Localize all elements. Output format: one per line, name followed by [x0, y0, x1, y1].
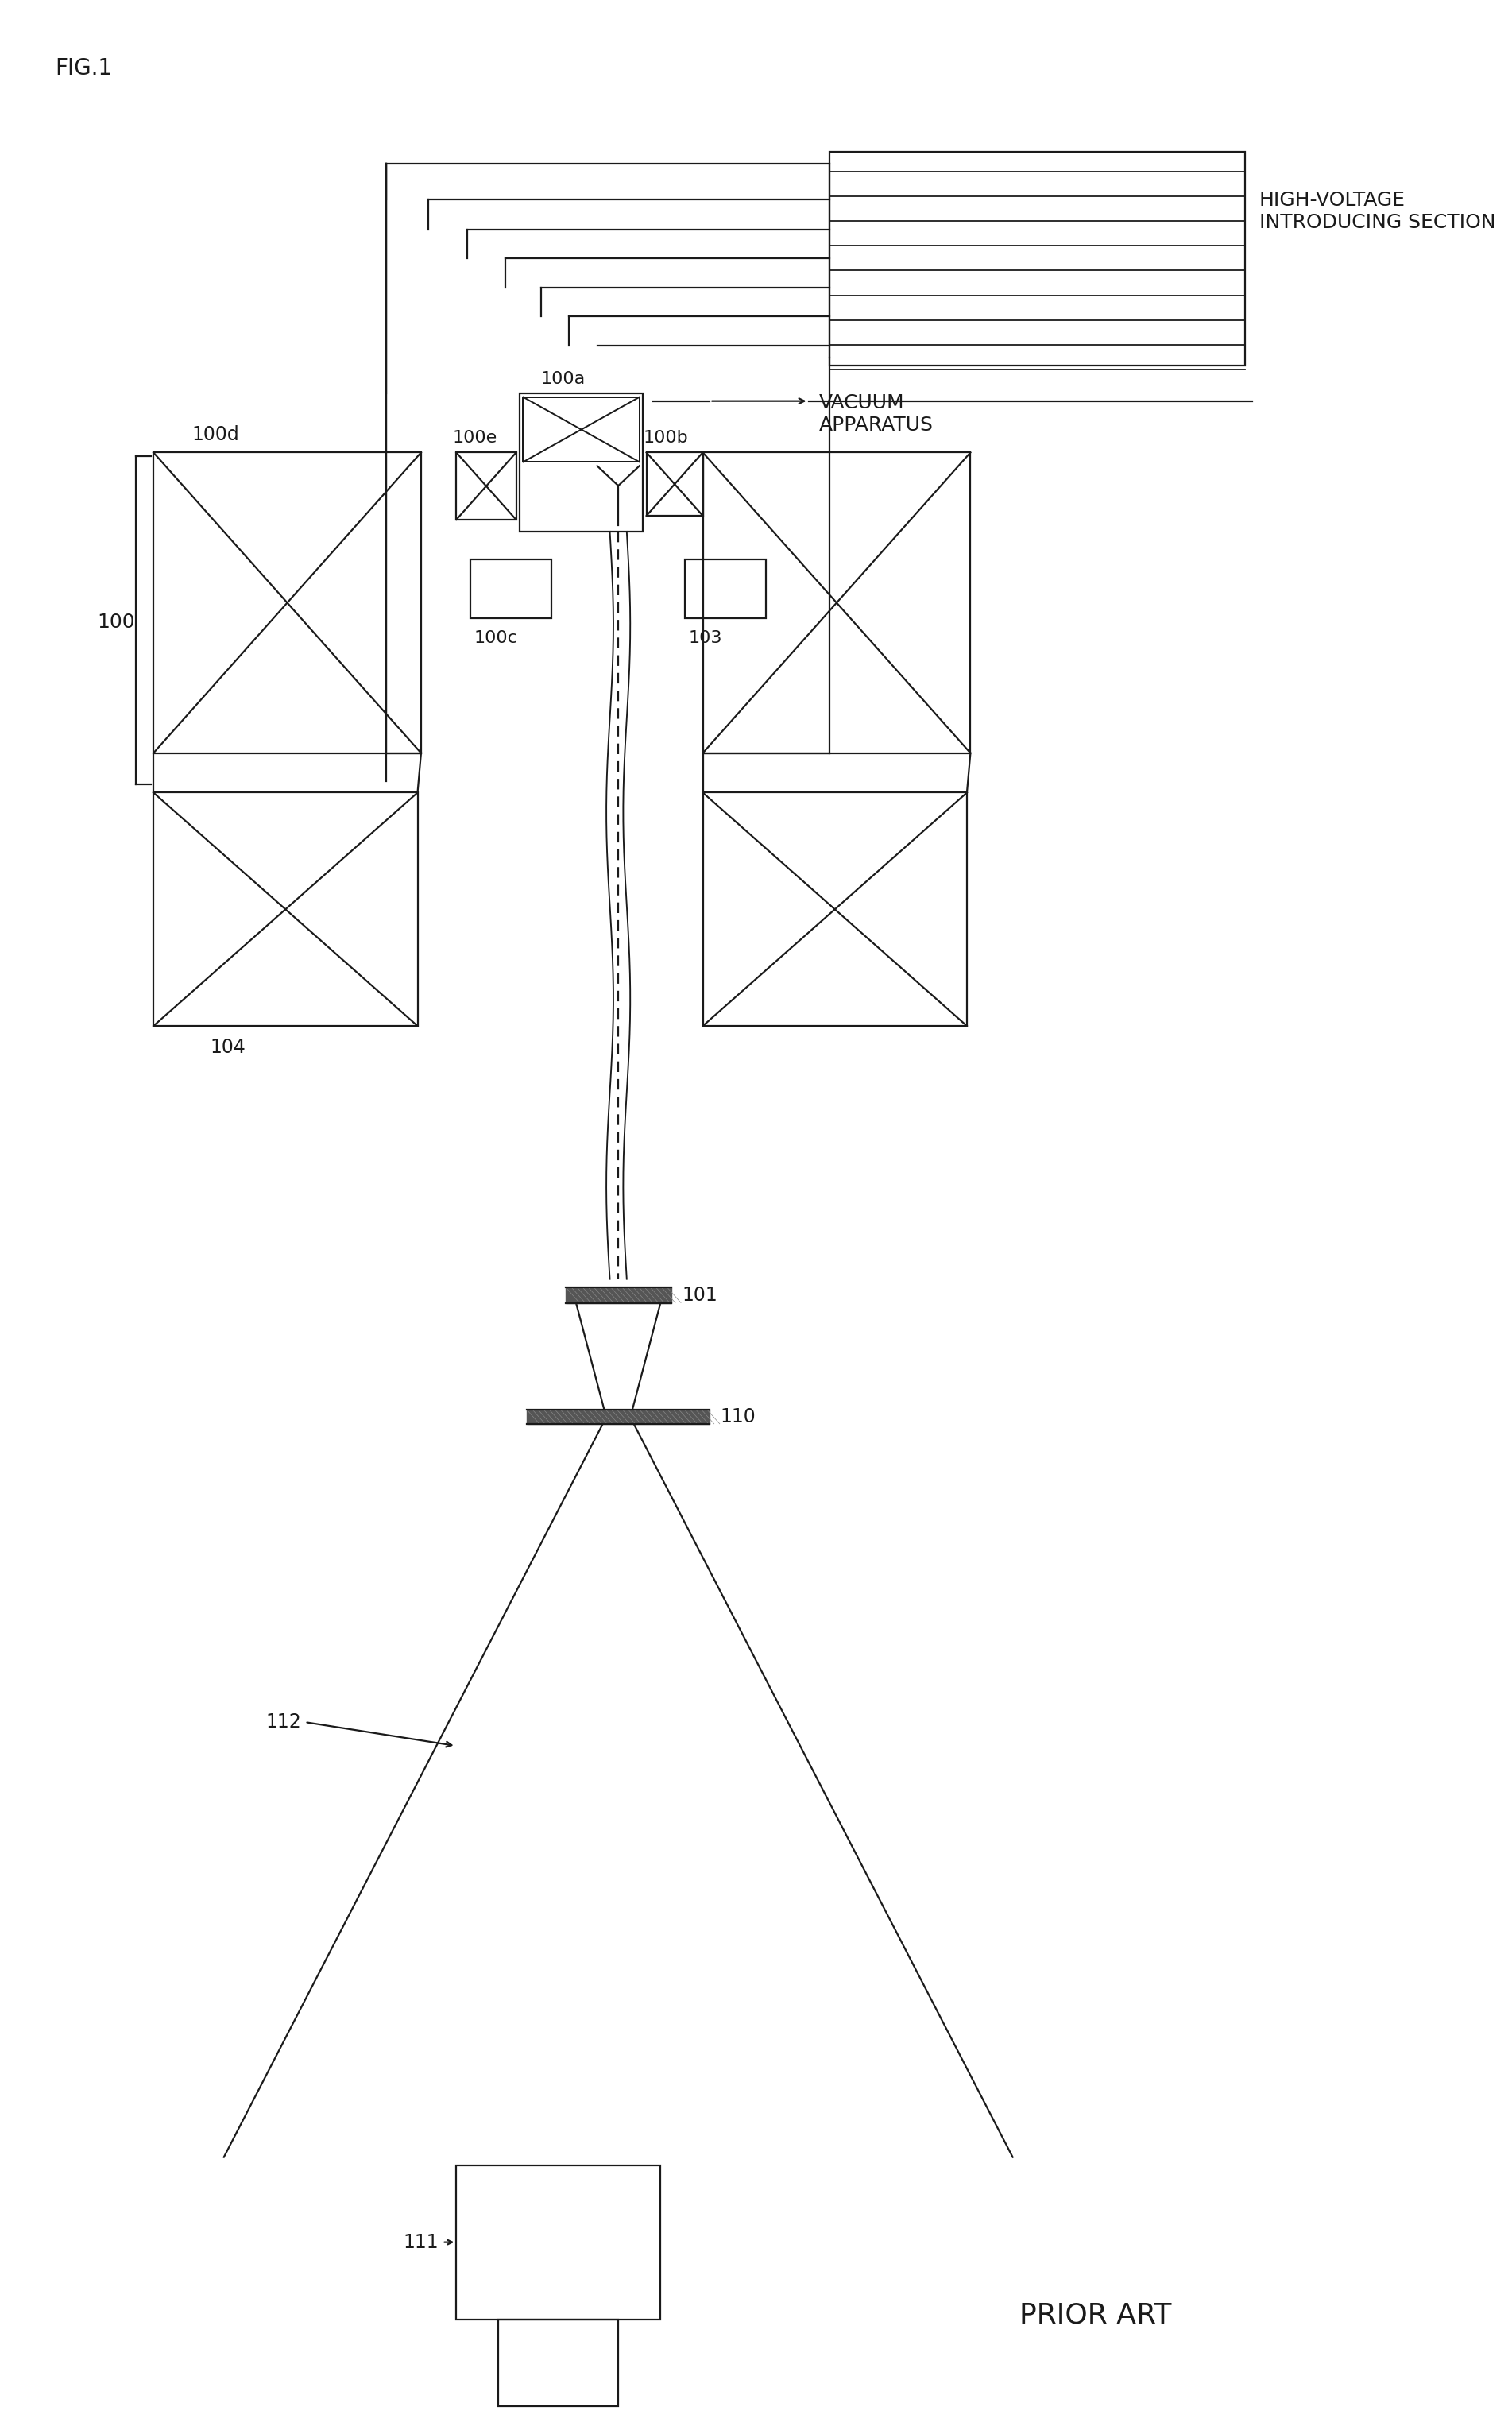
Polygon shape	[565, 1288, 671, 1302]
Text: FIG.1: FIG.1	[54, 56, 112, 80]
Bar	[685, 560, 767, 618]
Bar	[457, 453, 516, 521]
Bar	[703, 453, 971, 752]
Bar	[470, 560, 552, 618]
Bar	[457, 2166, 661, 2320]
Bar	[703, 793, 966, 1027]
Bar	[153, 453, 420, 752]
Bar	[499, 2320, 618, 2407]
Bar	[830, 151, 1244, 365]
Text: 100: 100	[97, 613, 135, 633]
Text: 104: 104	[210, 1037, 245, 1056]
Bar	[520, 394, 643, 531]
Polygon shape	[526, 1409, 709, 1424]
Text: 101: 101	[682, 1285, 717, 1305]
Text: 100e: 100e	[452, 431, 497, 445]
Text: 100c: 100c	[473, 630, 517, 647]
Text: 100b: 100b	[643, 431, 688, 445]
Bar	[647, 453, 703, 516]
Text: 111: 111	[404, 2232, 438, 2251]
Text: PRIOR ART: PRIOR ART	[1019, 2303, 1172, 2329]
Text: HIGH-VOLTAGE
INTRODUCING SECTION: HIGH-VOLTAGE INTRODUCING SECTION	[1259, 190, 1495, 231]
Text: 110: 110	[720, 1407, 756, 1426]
Text: VACUUM
APPARATUS: VACUUM APPARATUS	[820, 394, 933, 433]
Bar	[523, 397, 640, 462]
Text: 112: 112	[266, 1714, 301, 1731]
Text: 100a: 100a	[541, 370, 585, 387]
Text: 100d: 100d	[192, 426, 239, 445]
Bar	[153, 793, 417, 1027]
Text: 103: 103	[688, 630, 723, 647]
